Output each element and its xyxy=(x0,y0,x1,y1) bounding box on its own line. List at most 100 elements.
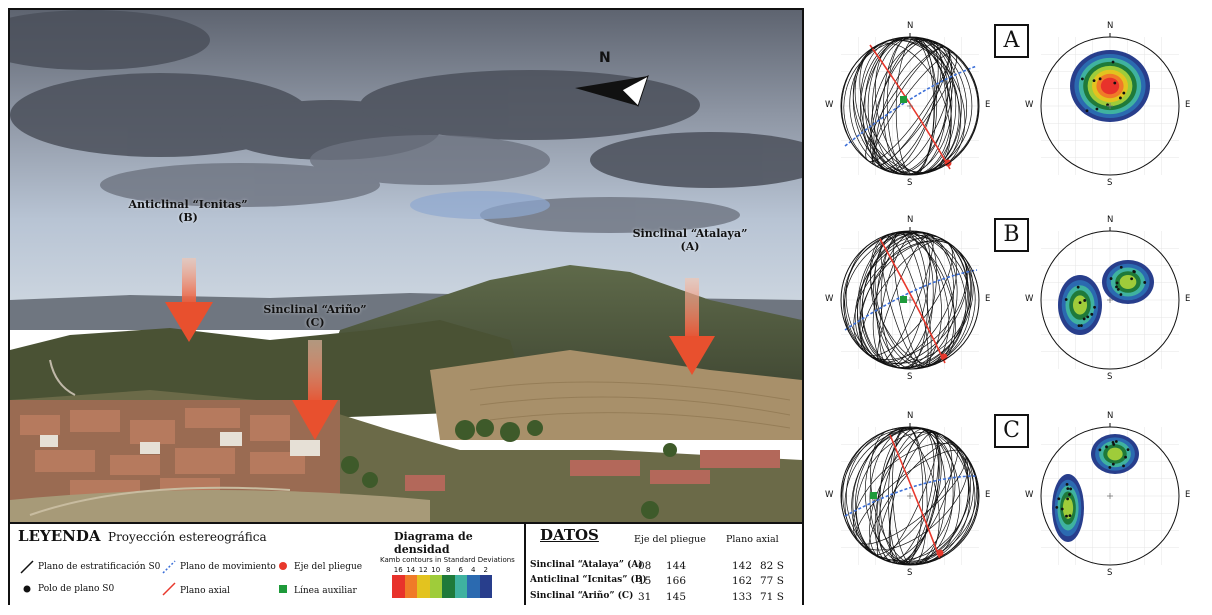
polo-dot-icon xyxy=(23,585,31,593)
direction-n: N xyxy=(907,21,914,31)
panel-letter-b: B xyxy=(994,218,1029,252)
direction-n: N xyxy=(1107,411,1114,421)
direction-s: S xyxy=(1107,372,1113,382)
kamb-scale-label: 2 xyxy=(483,566,488,574)
legend-s0: Plano de estratificación S0 xyxy=(38,562,161,572)
direction-s: S xyxy=(907,372,913,382)
datos-row-name: Sinclinal “Atalaya” (A) xyxy=(530,560,643,570)
datos-col-plano: Plano axial xyxy=(726,534,779,545)
datos-plano-strike: 162 xyxy=(732,575,753,587)
arrow-atalaya xyxy=(669,278,715,375)
north-arrow-icon xyxy=(575,74,649,107)
datos-eje-trend: 166 xyxy=(666,575,687,587)
movimiento-line-icon xyxy=(162,560,176,574)
direction-e: E xyxy=(985,100,991,110)
datos-plano-strike: 142 xyxy=(732,560,753,572)
auxiliar-square-icon xyxy=(279,585,287,593)
direction-s: S xyxy=(1107,568,1113,578)
stereonet-great-circles xyxy=(839,227,980,371)
kamb-scale-label: 8 xyxy=(446,566,451,574)
density-title: Diagrama de densidad xyxy=(394,530,473,556)
direction-s: S xyxy=(907,178,913,188)
kamb-title: Kamb contours in Standard Deviations xyxy=(380,556,515,564)
direction-w: W xyxy=(1025,490,1034,500)
datos-plano-strike: 133 xyxy=(732,591,753,603)
label-atalaya: Sinclinal “Atalaya” (A) xyxy=(632,227,748,253)
legend-subtitle: Proyección estereográfica xyxy=(108,530,267,544)
stereonet-svg xyxy=(838,33,1180,566)
kamb-scale-label: 4 xyxy=(471,566,476,574)
kamb-scale: 16 14 12 10 8 6 4 2 xyxy=(392,566,492,574)
stereonet-great-circles xyxy=(839,33,984,179)
landscape-photo: N Anticlinal “Icnitas” (B) Sinclinal “Ari… xyxy=(10,10,802,522)
legend-auxiliar: Línea auxiliar xyxy=(294,586,357,596)
kamb-scale-label: 6 xyxy=(458,566,463,574)
axial-line-icon xyxy=(162,582,176,596)
landscape-illustration xyxy=(10,10,802,522)
s0-line-icon xyxy=(20,560,34,574)
direction-e: E xyxy=(1185,490,1191,500)
direction-e: E xyxy=(985,294,991,304)
datos-eje-trend: 144 xyxy=(666,560,687,572)
datos-panel: DATOS Eje del pliegue Plano axial Sincli… xyxy=(526,524,802,605)
direction-w: W xyxy=(1025,100,1034,110)
kamb-scale-label: 14 xyxy=(406,566,416,574)
stereonet-density xyxy=(1040,423,1180,566)
kamb-color-swatch xyxy=(417,575,430,598)
legend-strip: LEYENDA Proyección estereográfica Plano … xyxy=(10,522,802,605)
datos-plano-dip: 77 S xyxy=(760,575,784,587)
legend-eje: Eje del pliegue xyxy=(294,562,363,572)
datos-row-name: Anticlinal “Icnitas” (B) xyxy=(530,575,647,585)
stereonet-great-circles xyxy=(838,423,980,566)
stereonet-density xyxy=(1040,227,1180,370)
kamb-color-bar xyxy=(392,575,492,598)
datos-eje-plunge: 15 xyxy=(638,575,652,587)
panel-letter-a: A xyxy=(994,24,1029,58)
panel-letter-c: C xyxy=(994,414,1029,448)
kamb-color-swatch xyxy=(442,575,455,598)
legend-title: LEYENDA xyxy=(18,527,101,545)
datos-plano-dip: 82 S xyxy=(760,560,784,572)
label-icnitas: Anticlinal “Icnitas” (B) xyxy=(128,198,248,224)
kamb-color-swatch xyxy=(479,575,492,598)
datos-eje-plunge: 31 xyxy=(638,591,652,603)
direction-w: W xyxy=(1025,294,1034,304)
kamb-scale-label: 16 xyxy=(393,566,403,574)
direction-e: E xyxy=(1185,294,1191,304)
datos-plano-dip: 71 S xyxy=(760,591,784,603)
arrow-arino xyxy=(292,340,338,440)
direction-n: N xyxy=(907,411,914,421)
datos-eje-trend: 145 xyxy=(666,591,687,603)
kamb-color-swatch xyxy=(392,575,405,598)
kamb-color-swatch xyxy=(467,575,480,598)
datos-title: DATOS xyxy=(540,526,599,544)
legend-movimiento: Plano de movimiento xyxy=(180,562,276,572)
legend-axial: Plano axial xyxy=(180,586,230,596)
datos-eje-plunge: 08 xyxy=(638,560,652,572)
stereonet-panel: N S E W N S E W A N S E W N S E W B N S E W N S E W C xyxy=(806,0,1212,611)
direction-w: W xyxy=(825,294,834,304)
direction-w: W xyxy=(825,490,834,500)
kamb-scale-label: 10 xyxy=(431,566,441,574)
direction-w: W xyxy=(825,100,834,110)
direction-e: E xyxy=(1185,100,1191,110)
datos-row-name: Sinclinal “Ariño” (C) xyxy=(530,591,634,601)
legend-panel: LEYENDA Proyección estereográfica Plano … xyxy=(10,524,526,605)
arrow-icnitas xyxy=(165,258,213,342)
kamb-color-swatch xyxy=(404,575,417,598)
eje-dot-icon xyxy=(279,562,287,570)
kamb-scale-label: 12 xyxy=(418,566,428,574)
north-label: N xyxy=(599,50,611,66)
stereonet-density xyxy=(1040,33,1180,176)
label-arino: Sinclinal “Ariño” (C) xyxy=(263,303,367,329)
datos-col-eje: Eje del pliegue xyxy=(634,534,706,545)
direction-n: N xyxy=(907,215,914,225)
direction-n: N xyxy=(1107,215,1114,225)
kamb-color-swatch xyxy=(454,575,467,598)
legend-polo: Polo de plano S0 xyxy=(38,584,115,594)
direction-n: N xyxy=(1107,21,1114,31)
direction-e: E xyxy=(985,490,991,500)
direction-s: S xyxy=(907,568,913,578)
direction-s: S xyxy=(1107,178,1113,188)
kamb-color-swatch xyxy=(429,575,442,598)
